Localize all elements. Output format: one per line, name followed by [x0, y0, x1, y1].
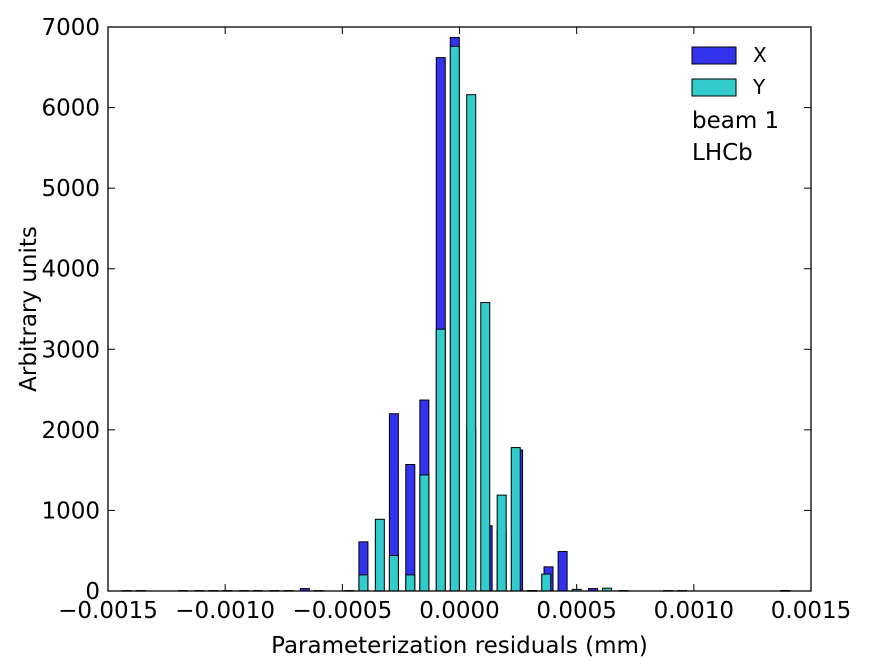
- bar-y: [541, 573, 552, 592]
- y-tick-label: 7000: [41, 15, 100, 41]
- bar-y: [405, 574, 416, 592]
- legend-swatch-x: [691, 46, 737, 65]
- y-axis-label: Arbitrary units: [16, 226, 42, 392]
- y-tick-label: 6000: [41, 96, 100, 122]
- bar-y: [510, 447, 521, 592]
- x-tick-label: −0.0005: [292, 598, 392, 624]
- bar-x: [557, 551, 568, 592]
- legend: X Y beam 1 LHCb: [691, 43, 779, 166]
- y-tick-label: 5000: [41, 176, 100, 202]
- annotation-beam: beam 1: [692, 108, 779, 134]
- bar-y: [388, 555, 399, 592]
- x-axis-ticks: −0.0015 −0.0010 −0.0005 0.0000 0.0005 0.0010 0…: [58, 27, 851, 624]
- x-axis-label: Parameterization residuals (mm): [271, 633, 648, 659]
- legend-label-x: X: [753, 43, 767, 67]
- x-tick-label: 0.0005: [536, 598, 616, 624]
- y-axis-ticks: 0 1000 2000 3000 4000 5000 6000 7000: [41, 15, 811, 605]
- annotation-experiment: LHCb: [692, 140, 753, 166]
- x-tick-label: −0.0010: [175, 598, 275, 624]
- bar-y: [480, 302, 491, 592]
- x-tick-label: 0.0015: [771, 598, 851, 624]
- bar-y: [466, 94, 477, 592]
- y-tick-label: 0: [85, 579, 100, 605]
- bar-y: [358, 574, 369, 592]
- legend-label-y: Y: [752, 75, 766, 99]
- bar-y: [419, 474, 430, 592]
- bars-layer: [121, 36, 791, 592]
- bar-y: [496, 494, 507, 592]
- y-tick-label: 1000: [41, 498, 100, 524]
- plot-frame: [107, 26, 812, 592]
- x-tick-label: −0.0015: [58, 598, 158, 624]
- bar-x: [405, 464, 416, 592]
- bar-y: [449, 45, 460, 592]
- y-tick-label: 4000: [41, 257, 100, 283]
- bar-y: [435, 328, 446, 592]
- y-tick-label: 2000: [41, 418, 100, 444]
- x-tick-label: 0.0010: [654, 598, 734, 624]
- y-tick-label: 3000: [41, 337, 100, 363]
- bar-y: [374, 518, 385, 592]
- legend-swatch-y: [691, 78, 737, 97]
- x-tick-label: 0.0000: [419, 598, 499, 624]
